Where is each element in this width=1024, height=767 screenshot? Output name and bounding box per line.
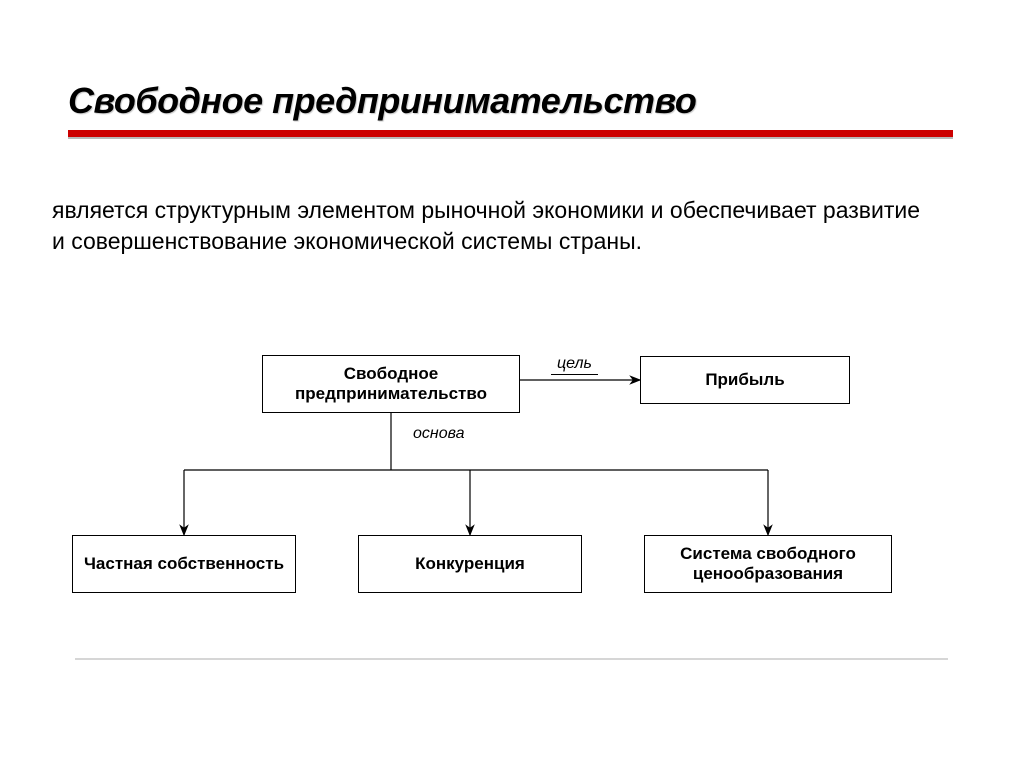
flowchart-edge-label-basis: основа: [413, 425, 465, 443]
flowchart-node-profit: Прибыль: [640, 356, 850, 404]
flowchart-node-n2: Конкуренция: [358, 535, 582, 593]
flowchart-edge-label-goal: цель: [551, 355, 598, 375]
footer-divider: [75, 658, 948, 660]
flowchart-node-root: Свободное предпринимательство: [262, 355, 520, 413]
flowchart: Свободное предпринимательство Прибыль Част…: [0, 0, 1024, 767]
flowchart-node-n1: Частная собственность: [72, 535, 296, 593]
flowchart-node-n3: Система свободного ценообразования: [644, 535, 892, 593]
